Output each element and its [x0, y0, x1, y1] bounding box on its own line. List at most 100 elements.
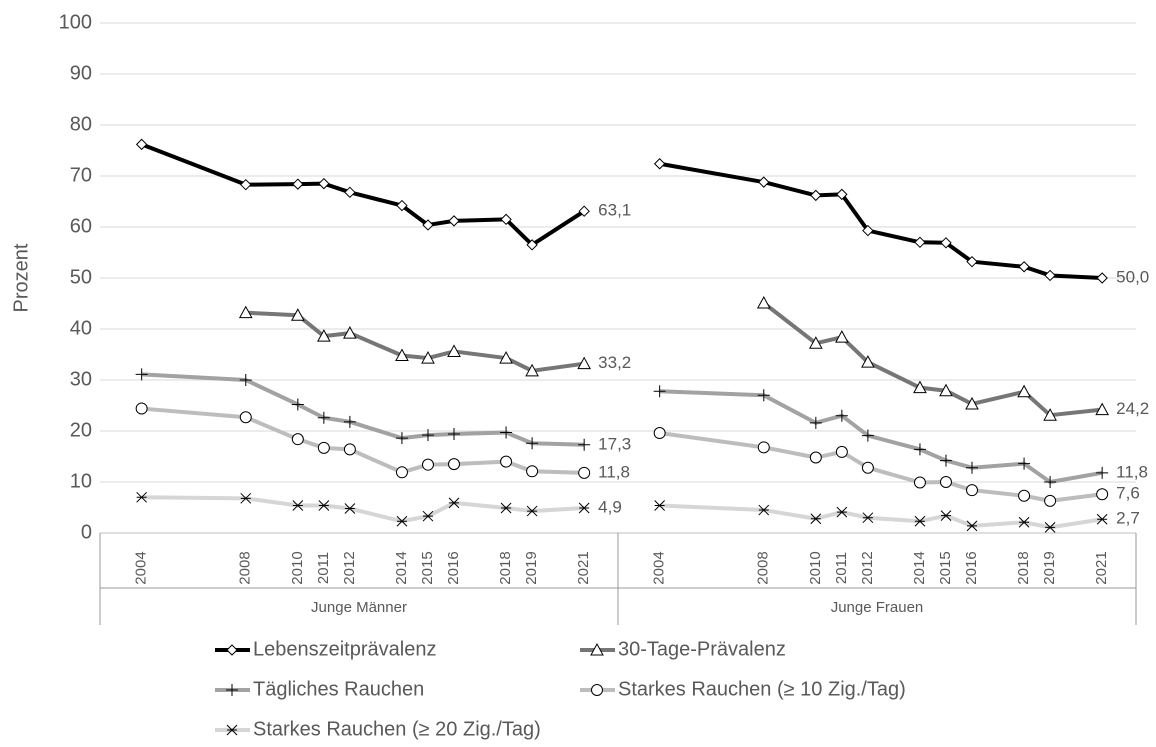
marker	[525, 363, 539, 377]
marker	[808, 336, 823, 349]
marker	[447, 344, 461, 357]
y-axis-title: Prozent	[10, 243, 32, 312]
y-tick-label: 30	[70, 368, 92, 390]
value-label: 17,3	[598, 434, 631, 453]
marker	[240, 492, 252, 504]
x-tick-label: 2004	[651, 551, 668, 584]
marker	[836, 506, 848, 518]
marker	[396, 515, 408, 527]
marker	[578, 205, 590, 217]
x-tick-label: 2019	[1041, 551, 1058, 584]
marker	[226, 684, 238, 696]
marker	[500, 455, 513, 468]
x-tick-label: 2018	[497, 551, 514, 584]
marker	[1044, 522, 1056, 533]
marker	[939, 383, 953, 397]
value-label: 50,0	[1116, 267, 1149, 286]
value-label: 24,2	[1116, 399, 1149, 418]
marker	[653, 385, 666, 398]
x-tick-label: 2010	[807, 551, 824, 584]
marker	[577, 356, 592, 370]
marker	[1018, 489, 1031, 502]
marker	[757, 441, 770, 454]
marker	[290, 308, 305, 321]
marker	[966, 484, 979, 497]
marker	[914, 236, 926, 249]
marker	[395, 348, 409, 362]
marker	[1096, 466, 1109, 479]
marker	[291, 433, 304, 446]
marker	[966, 520, 978, 532]
marker	[226, 644, 238, 656]
marker	[1018, 457, 1031, 470]
marker	[810, 189, 822, 202]
x-tick-label: 2016	[445, 551, 462, 584]
marker	[448, 215, 460, 227]
x-tick-label: 2018	[1015, 551, 1032, 584]
y-tick-label: 0	[81, 521, 92, 543]
series-line	[659, 161, 1103, 280]
x-tick-label: 2004	[133, 551, 150, 584]
marker	[239, 374, 252, 386]
marker	[396, 199, 408, 212]
marker	[292, 500, 304, 511]
y-tick-label: 20	[70, 419, 92, 441]
marker	[421, 429, 434, 442]
x-tick-label: 2014	[911, 551, 928, 584]
value-label: 7,6	[1116, 484, 1140, 503]
y-tick-label: 80	[70, 113, 92, 135]
marker	[578, 466, 591, 479]
marker	[318, 500, 330, 511]
marker	[526, 465, 539, 478]
marker	[835, 445, 848, 458]
value-label: 11,8	[1116, 462, 1148, 481]
x-tick-label: 2021	[1093, 551, 1110, 584]
marker	[500, 213, 512, 226]
marker	[1018, 261, 1030, 273]
marker	[344, 503, 356, 514]
marker	[913, 443, 926, 456]
marker	[939, 454, 952, 467]
marker	[653, 427, 666, 440]
y-tick-label: 90	[70, 62, 92, 84]
x-tick-label: 2011	[315, 552, 332, 584]
marker	[395, 432, 408, 445]
marker	[940, 237, 952, 249]
marker	[317, 329, 331, 342]
x-tick-label: 2012	[341, 551, 358, 584]
x-tick-label: 2008	[237, 551, 254, 584]
marker	[226, 724, 238, 736]
marker	[940, 510, 952, 522]
series-line	[245, 310, 585, 373]
x-tick-label: 2015	[419, 551, 436, 584]
x-tick-label: 2019	[523, 551, 540, 584]
x-tick-label: 2016	[963, 551, 980, 584]
marker	[500, 502, 512, 514]
marker	[448, 458, 461, 471]
marker	[526, 239, 538, 251]
marker	[343, 326, 357, 339]
marker	[344, 186, 356, 199]
marker	[395, 466, 408, 479]
value-label: 63,1	[598, 201, 631, 220]
marker	[1044, 494, 1057, 507]
marker	[343, 415, 356, 428]
panel-label: Junge Frauen	[831, 599, 924, 616]
series-line	[141, 372, 585, 447]
x-tick-label: 2011	[833, 552, 850, 584]
marker	[448, 497, 460, 509]
marker	[835, 330, 849, 343]
y-tick-label: 70	[70, 164, 92, 186]
marker	[913, 380, 927, 394]
series-line	[141, 495, 585, 524]
marker	[238, 305, 253, 319]
marker	[343, 443, 356, 456]
marker	[1044, 269, 1056, 282]
x-tick-label: 2008	[755, 551, 772, 584]
marker	[965, 396, 979, 410]
value-label: 11,8	[598, 462, 630, 481]
marker	[578, 438, 591, 451]
marker	[317, 411, 330, 424]
